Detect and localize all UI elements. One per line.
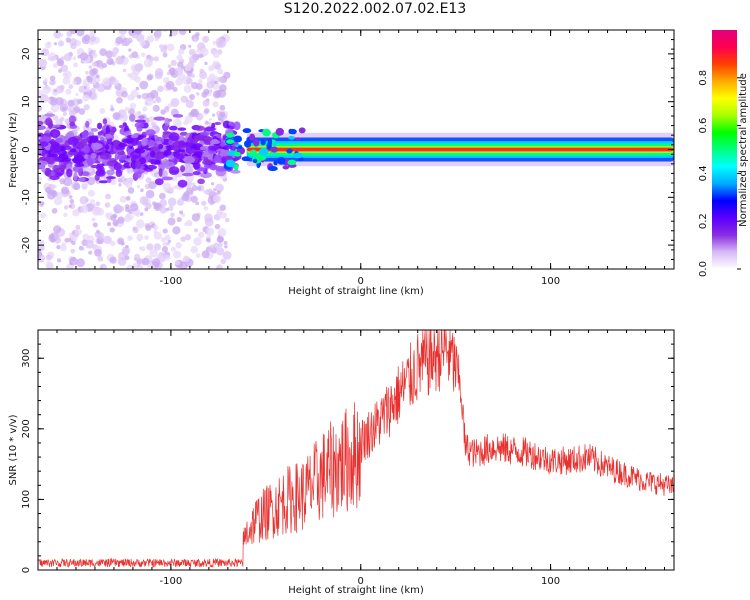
y-tick-label: -10 [21, 189, 32, 205]
figure-title: S120.2022.002.07.02.E13 [283, 1, 467, 17]
snr-frame [37, 329, 675, 571]
y-tick-label: 20 [21, 48, 32, 61]
snr-ticks: -100 0 100 0 100 200 300 [21, 329, 674, 587]
y-tick-label: 10 [21, 95, 32, 108]
snr-panel: -100 0 100 0 100 200 300 Height of straight li… [8, 329, 675, 596]
x-tick-label: -100 [160, 576, 183, 587]
x-tick-label: 0 [358, 276, 364, 287]
snr-y-axis-label: SNR (10 * v/v) [8, 414, 19, 485]
spectrogram-y-axis-label: Frequency (Hz) [8, 112, 19, 188]
spectrogram-heatmap [38, 30, 674, 269]
snr-x-axis-label: Height of straight line (km) [288, 585, 424, 596]
x-tick-label: 0 [358, 576, 364, 587]
y-tick-label: 300 [21, 349, 32, 368]
colorbar-tick-label: 0.8 [698, 70, 709, 86]
colorbar-ticks: 0.0 0.2 0.4 0.6 0.8 [698, 70, 741, 277]
x-tick-label: 100 [541, 276, 560, 287]
colorbar-tick-label: 0.2 [698, 213, 709, 229]
y-tick-label: 0 [21, 567, 32, 573]
colorbar-label: Normalized spectral amplitude [738, 73, 749, 227]
x-tick-label: 100 [541, 576, 560, 587]
y-tick-label: -20 [21, 237, 32, 253]
x-tick-label: -100 [160, 276, 183, 287]
colorbar-gradient [712, 30, 737, 269]
y-tick-label: 0 [21, 146, 32, 152]
spectrogram-x-axis-label: Height of straight line (km) [288, 286, 424, 297]
colorbar-tick-label: 0.6 [698, 118, 709, 134]
colorbar: 0.0 0.2 0.4 0.6 0.8 Normalized spectral ampl… [698, 30, 749, 277]
colorbar-tick-label: 0.4 [698, 165, 709, 181]
colorbar-tick-label: 0.0 [698, 261, 709, 277]
y-tick-label: 100 [21, 490, 32, 509]
snr-series-line [38, 330, 674, 568]
y-tick-label: 200 [21, 419, 32, 438]
